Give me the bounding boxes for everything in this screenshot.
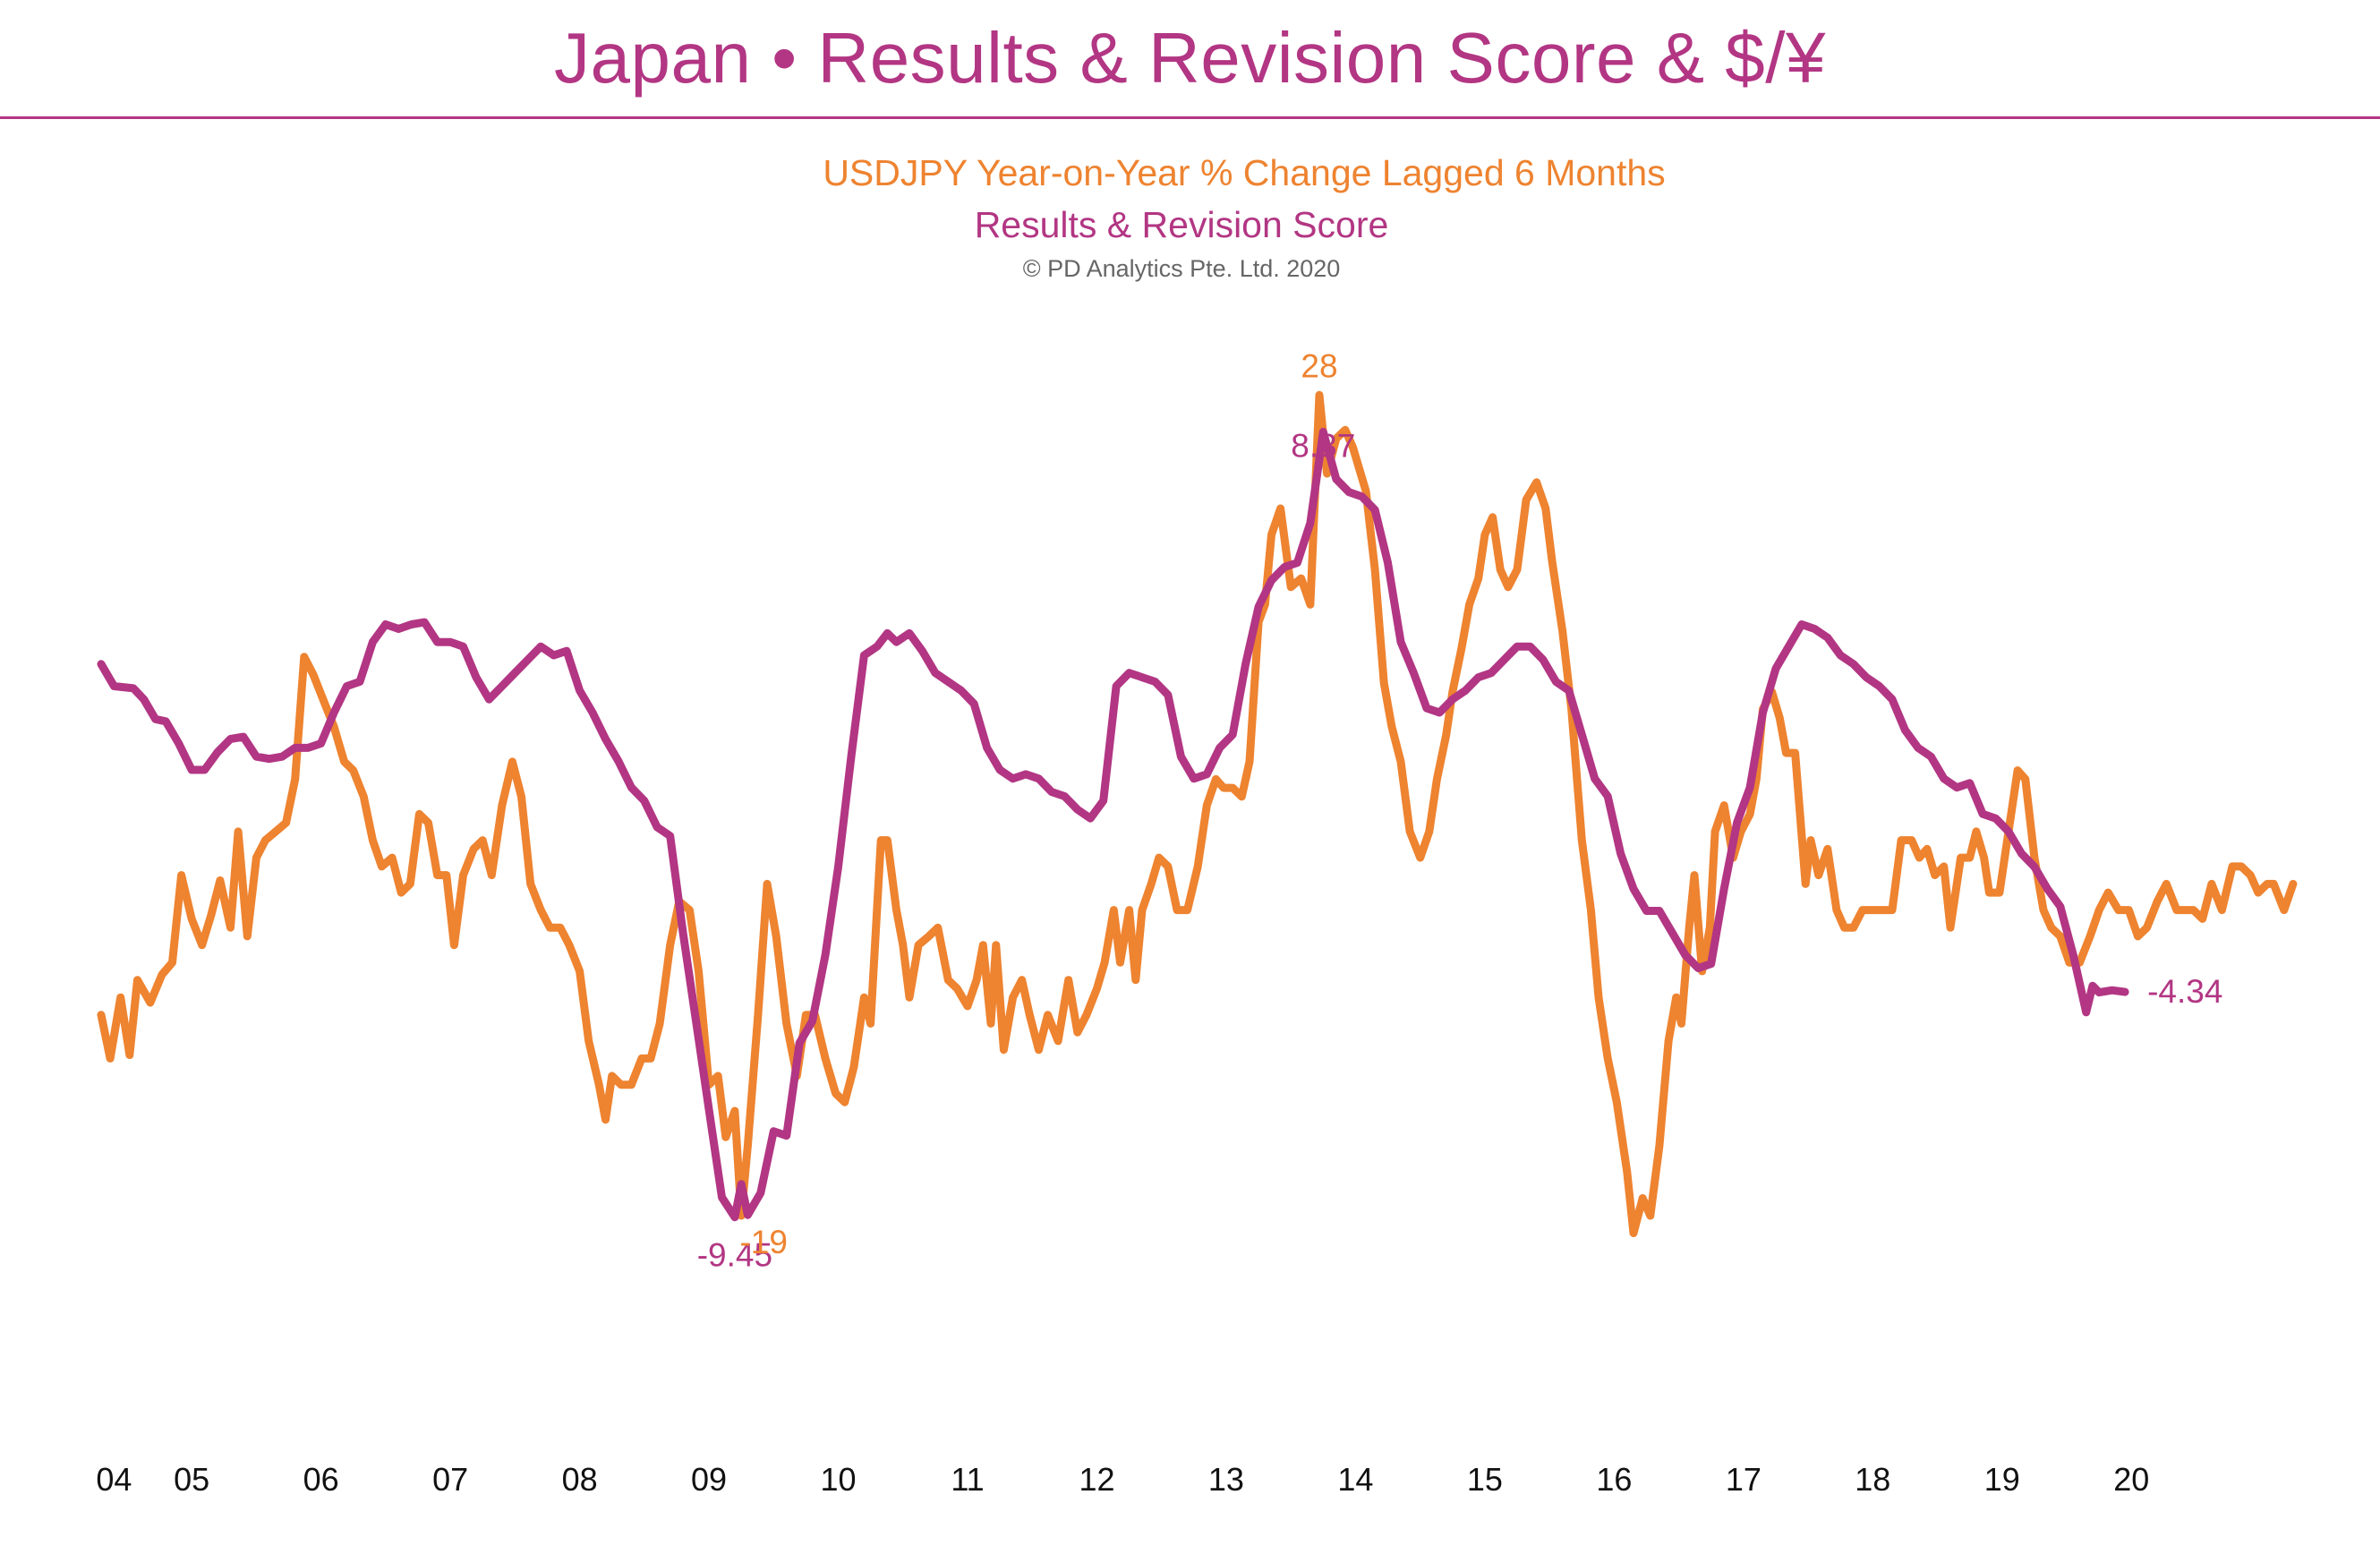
x-tick-label: 12 <box>1079 1461 1114 1498</box>
series-layer <box>97 390 2298 1237</box>
x-tick-label: 17 <box>1726 1461 1762 1498</box>
data-label-usdjpy: -19 <box>739 1224 787 1260</box>
x-tick-label: 11 <box>951 1461 984 1498</box>
x-tick-label: 04 <box>96 1461 132 1498</box>
x-tick-label: 16 <box>1596 1461 1632 1498</box>
x-axis: 04 05 06 07 08 09 10 11 12 13 14 15 16 17 18 19 20 <box>96 1461 2149 1498</box>
x-tick-label: 05 <box>174 1461 209 1498</box>
title-divider <box>0 116 2380 119</box>
x-tick-label: 06 <box>303 1461 339 1498</box>
data-label-score: -4.34 <box>2147 973 2222 1010</box>
copyright-note: © PD Analytics Pte. Ltd. 2020 <box>1023 255 1341 282</box>
x-tick-label: 18 <box>1855 1461 1890 1498</box>
page-title: Japan • Results & Revision Score & $/¥ <box>553 18 1827 98</box>
x-tick-label: 14 <box>1337 1461 1373 1498</box>
series-line-score <box>97 427 2129 1222</box>
subtitle-score: Results & Revision Score <box>975 204 1389 245</box>
x-tick-label: 07 <box>432 1461 468 1498</box>
x-tick-label: 15 <box>1467 1461 1503 1498</box>
x-tick-label: 19 <box>1984 1461 2020 1498</box>
x-tick-label: 10 <box>820 1461 856 1498</box>
x-tick-label: 20 <box>2113 1461 2149 1498</box>
x-tick-label: 09 <box>691 1461 727 1498</box>
data-label-score: 8.37 <box>1291 427 1355 464</box>
data-label-score: -9.45 <box>697 1237 772 1274</box>
x-tick-label: 08 <box>562 1461 598 1498</box>
subtitle-usdjpy: USDJPY Year-on-Year % Change Lagged 6 Mo… <box>823 152 1665 193</box>
data-label-usdjpy: 28 <box>1301 347 1337 384</box>
series-line-usdjpy <box>97 390 2298 1237</box>
annotation-layer: 8.37 28 -9.45-19 -4.34 <box>697 347 2223 1273</box>
x-tick-label: 13 <box>1208 1461 1244 1498</box>
